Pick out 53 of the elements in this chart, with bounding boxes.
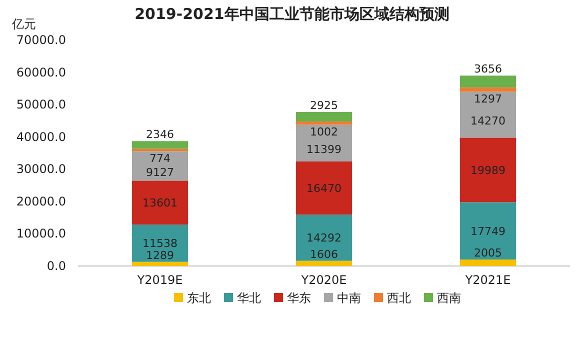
data-label: 1297 xyxy=(474,92,502,106)
data-label: 13601 xyxy=(142,196,178,210)
y-tick-label: 0.0 xyxy=(46,259,66,273)
data-label: 11538 xyxy=(142,237,178,250)
bar xyxy=(132,180,188,225)
bar xyxy=(460,87,516,92)
data-label: 1289 xyxy=(146,248,174,262)
legend-label: 西北 xyxy=(387,291,411,305)
chart-title: 2019-2021年中国工业节能市场区域结构预测 xyxy=(134,5,450,23)
y-tick-label: 40000.0 xyxy=(16,130,66,144)
data-label: 19989 xyxy=(470,164,506,177)
y-tick-label: 70000.0 xyxy=(16,33,66,47)
data-label: 3656 xyxy=(474,62,502,76)
bar xyxy=(132,262,188,266)
data-label: 774 xyxy=(150,152,170,166)
y-tick-label: 10000.0 xyxy=(16,226,66,241)
data-label: 16470 xyxy=(306,182,342,196)
bar xyxy=(296,162,352,215)
legend-label: 西南 xyxy=(437,291,461,305)
x-tick-label: Y2020E xyxy=(300,273,347,287)
legend-label: 东北 xyxy=(187,291,211,305)
y-tick-label: 20000.0 xyxy=(16,194,66,208)
bar xyxy=(460,202,516,260)
x-tick-label: Y2019E xyxy=(136,273,183,287)
data-label: 2005 xyxy=(474,246,502,260)
bar xyxy=(460,76,516,88)
data-label: 11399 xyxy=(306,143,342,156)
y-tick-label: 60000.0 xyxy=(16,65,66,80)
bar xyxy=(460,92,516,138)
data-label: 1606 xyxy=(310,248,338,261)
x-tick-label: Y2021E xyxy=(464,273,511,287)
y-tick-label: 30000.0 xyxy=(16,162,66,176)
y-axis-title: 亿元 xyxy=(11,17,36,31)
data-label: 14292 xyxy=(306,232,342,245)
legend-label: 中南 xyxy=(337,291,361,305)
bar xyxy=(132,148,188,152)
legend-label: 华北 xyxy=(237,291,261,305)
data-label: 17749 xyxy=(470,224,506,238)
bar xyxy=(296,112,352,122)
data-label: 2925 xyxy=(310,99,338,112)
data-label: 14270 xyxy=(470,114,506,128)
bar xyxy=(296,260,352,266)
data-label: 2346 xyxy=(146,128,174,142)
bar xyxy=(460,138,516,202)
legend-label: 华东 xyxy=(287,291,311,305)
bar xyxy=(460,260,516,266)
bar xyxy=(296,214,352,261)
data-label: 1002 xyxy=(310,126,338,139)
bar xyxy=(296,121,352,125)
bar xyxy=(132,141,188,149)
y-tick-label: 50000.0 xyxy=(16,98,66,112)
bar xyxy=(132,151,188,181)
data-label: 9127 xyxy=(146,166,174,179)
